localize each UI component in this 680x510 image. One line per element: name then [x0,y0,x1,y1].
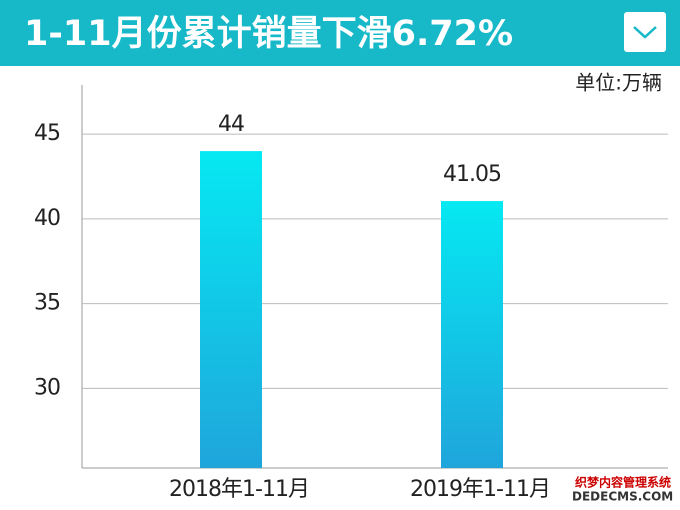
watermark: 织梦内容管理系统 [575,475,671,490]
chart-title: 1-11月份累计销量下滑6.72% [24,14,513,54]
bar [441,201,503,468]
menu-button-box[interactable] [624,12,666,52]
x-tick-label: 2018年1-11月 [169,477,309,502]
value-label: 44 [218,112,244,137]
bar [200,151,262,468]
title-banner [0,0,680,66]
x-tick-label: 2019年1-11月 [410,477,550,502]
chevron-icon[interactable] [633,26,657,39]
y-tick-label: 45 [34,121,60,146]
watermark: DEDECMS.COM [572,490,673,504]
y-tick-label: 35 [34,291,60,316]
y-tick-label: 30 [34,375,60,400]
menu-button[interactable] [624,12,666,52]
value-label: 41.05 [443,162,501,187]
unit-label: 单位:万辆 [575,71,662,95]
y-tick-label: 40 [34,206,60,231]
